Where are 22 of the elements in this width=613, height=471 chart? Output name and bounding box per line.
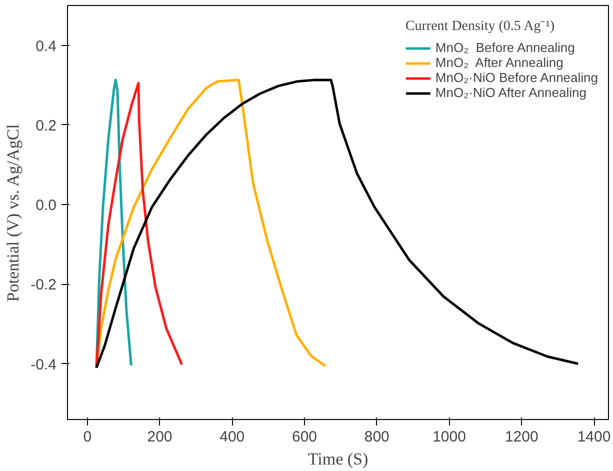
line-series [95,78,327,369]
legend-title: Current Density (0.5 Ag⁻¹) [405,18,556,35]
x-axis-title: Time (S) [308,450,368,468]
line-series [95,82,184,369]
y-tick-label: 0.0 [36,197,57,214]
x-tick-label: 1200 [504,428,538,446]
legend-label: MnO₂·NiO After Annealing [435,85,586,100]
y-tick-label: -0.4 [30,356,57,374]
x-tick-label: 1000 [432,428,466,446]
x-tick-label: 0 [83,428,92,446]
y-axis-title: Potential (V) vs. Ag/AgCl [4,124,23,302]
x-tick-label: 400 [220,428,245,446]
x-tick-label: 1400 [577,428,611,446]
y-tick-label: 0.2 [36,117,57,134]
legend-label: MnO₂·NiO Before Annealing [435,70,598,85]
x-tick-label: 800 [364,428,390,446]
y-tick-label: 0.4 [36,38,57,55]
y-tick-label: -0.2 [30,276,57,294]
legend-label: MnO₂ Before Annealing [435,40,575,55]
legend-label: MnO₂ After Annealing [435,55,564,70]
x-tick-label: 200 [147,428,172,446]
x-tick-label: 600 [292,428,318,446]
